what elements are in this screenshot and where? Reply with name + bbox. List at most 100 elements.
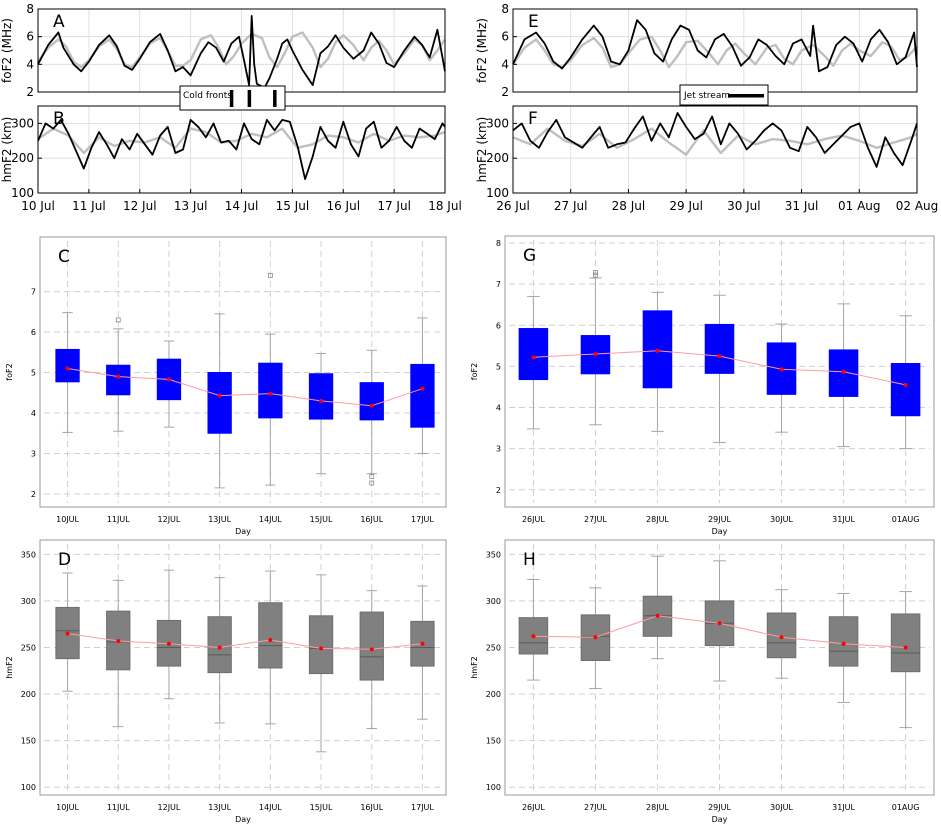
outlier-marker bbox=[369, 480, 375, 486]
series-line-reference bbox=[37, 31, 446, 69]
y-tick-label: 6 bbox=[496, 321, 501, 330]
x-axis-label: Day bbox=[235, 815, 251, 824]
box bbox=[308, 373, 334, 420]
mean-marker bbox=[593, 635, 598, 640]
x-tick-label: 28JUL bbox=[646, 803, 669, 812]
outlier-marker bbox=[369, 474, 375, 479]
series-line-reference bbox=[512, 127, 918, 156]
mean-marker bbox=[217, 645, 222, 650]
mean-marker bbox=[268, 638, 273, 643]
x-tick-label: 30JUL bbox=[770, 515, 793, 524]
x-tick-label: 31JUL bbox=[832, 515, 855, 524]
y-tick-label: 8 bbox=[496, 239, 501, 248]
mean-marker bbox=[717, 621, 722, 626]
panel-letter: C bbox=[58, 247, 70, 267]
cold-front-marker bbox=[273, 90, 277, 107]
mean-marker bbox=[369, 403, 374, 408]
x-tick-label: 29 Jul bbox=[669, 199, 703, 213]
y-tick-label: 200 bbox=[486, 690, 501, 699]
y-tick-label: 5 bbox=[496, 362, 501, 371]
x-tick-label: 10JUL bbox=[56, 515, 79, 524]
x-tick-label: 18 Jul bbox=[428, 199, 462, 213]
x-tick-label: 12JUL bbox=[158, 803, 181, 812]
box bbox=[207, 616, 232, 674]
y-tick-label: 4 bbox=[496, 404, 501, 413]
y-tick-label: 4 bbox=[31, 409, 36, 418]
mean-marker bbox=[369, 647, 374, 652]
x-tick-label: 15JUL bbox=[310, 515, 333, 524]
jet-stream-box bbox=[679, 84, 769, 106]
x-tick-label: 01AUG bbox=[892, 515, 920, 524]
y-tick-label: 300 bbox=[11, 116, 34, 130]
series-line-observed bbox=[37, 119, 446, 180]
y-tick-label: 4 bbox=[26, 57, 34, 71]
y-axis-label: hmF2 bbox=[470, 656, 479, 679]
x-tick-label: 17 Jul bbox=[377, 199, 411, 213]
y-tick-label: 2 bbox=[31, 490, 36, 499]
x-tick-label: 28 Jul bbox=[612, 199, 646, 213]
jet-stream-bar bbox=[728, 94, 764, 98]
x-tick-label: 11JUL bbox=[107, 515, 130, 524]
x-tick-label: 14JUL bbox=[259, 803, 282, 812]
x-tick-label: 29JUL bbox=[708, 803, 731, 812]
x-tick-label: 16JUL bbox=[360, 803, 383, 812]
x-tick-label: 15JUL bbox=[310, 803, 333, 812]
y-axis-label: hmF2 bbox=[5, 656, 14, 679]
panel-B: 100 200 300 10 Jul 11 Jul 12 Jul 13 Jul 14 Jul 1… bbox=[0, 85, 462, 213]
y-tick-label: 300 bbox=[486, 116, 509, 130]
box bbox=[828, 616, 859, 667]
mean-marker bbox=[903, 645, 908, 650]
y-tick-label: 7 bbox=[496, 280, 501, 289]
mean-line bbox=[67, 368, 423, 407]
y-tick-label: 250 bbox=[21, 643, 36, 652]
y-tick-label: 300 bbox=[21, 597, 36, 606]
y-axis-label: hmF2 (km) bbox=[0, 117, 14, 183]
box bbox=[359, 611, 384, 681]
y-tick-label: 3 bbox=[31, 449, 36, 458]
y-tick-label: 8 bbox=[501, 2, 509, 16]
panel-letter: A bbox=[53, 12, 65, 32]
mean-marker bbox=[217, 393, 222, 398]
outlier-marker bbox=[593, 272, 598, 278]
x-tick-label: 17JUL bbox=[411, 515, 434, 524]
panel-C: 2 3 4 5 6 7 10JUL 11JUL 12JUL 13JUL 14JUL 15JUL 16JU… bbox=[5, 236, 447, 536]
box bbox=[580, 614, 611, 662]
y-tick-label: 6 bbox=[26, 30, 34, 44]
x-axis-label: Day bbox=[712, 527, 728, 536]
y-tick-label: 2 bbox=[496, 486, 501, 495]
y-tick-label: 200 bbox=[11, 151, 34, 165]
x-tick-label: 26 Jul bbox=[496, 199, 530, 213]
box bbox=[766, 342, 797, 395]
y-tick-label: 150 bbox=[486, 737, 501, 746]
x-tick-label: 02 Aug bbox=[896, 199, 939, 213]
box bbox=[518, 328, 549, 381]
box bbox=[55, 348, 80, 383]
mean-marker bbox=[420, 386, 425, 391]
x-tick-label: 14 Jul bbox=[225, 199, 259, 213]
x-tick-label: 01AUG bbox=[892, 803, 920, 812]
x-tick-label: 13 Jul bbox=[174, 199, 208, 213]
y-tick-label: 2 bbox=[26, 85, 34, 99]
x-tick-label: 11JUL bbox=[107, 803, 130, 812]
series-line-reference bbox=[512, 35, 918, 69]
mean-marker bbox=[116, 638, 121, 643]
panel-letter: E bbox=[528, 12, 539, 32]
box bbox=[106, 364, 131, 396]
x-tick-label: 31 Jul bbox=[785, 199, 819, 213]
cold-front-marker bbox=[229, 90, 234, 107]
series-line-observed bbox=[37, 15, 446, 89]
x-tick-label: 11 Jul bbox=[72, 199, 106, 213]
x-tick-label: 16 Jul bbox=[326, 199, 360, 213]
box bbox=[258, 362, 283, 419]
box bbox=[410, 363, 435, 428]
y-axis-label: foF2 (MHz) bbox=[475, 18, 489, 83]
x-tick-label: 30JUL bbox=[770, 803, 793, 812]
panel-H: 100 150 200 250 300 350 26JUL 27JUL 28JUL 29JUL 30… bbox=[470, 539, 935, 824]
x-tick-label: 27 Jul bbox=[554, 199, 588, 213]
mean-marker bbox=[116, 374, 121, 379]
y-tick-label: 100 bbox=[486, 783, 501, 792]
box bbox=[704, 323, 735, 374]
panel-F: 100 200 300 26 Jul 27 Jul 28 Jul 29 Jul 30 Jul 3… bbox=[475, 84, 939, 213]
y-tick-label: 6 bbox=[31, 328, 36, 337]
x-tick-label: 27JUL bbox=[584, 515, 607, 524]
